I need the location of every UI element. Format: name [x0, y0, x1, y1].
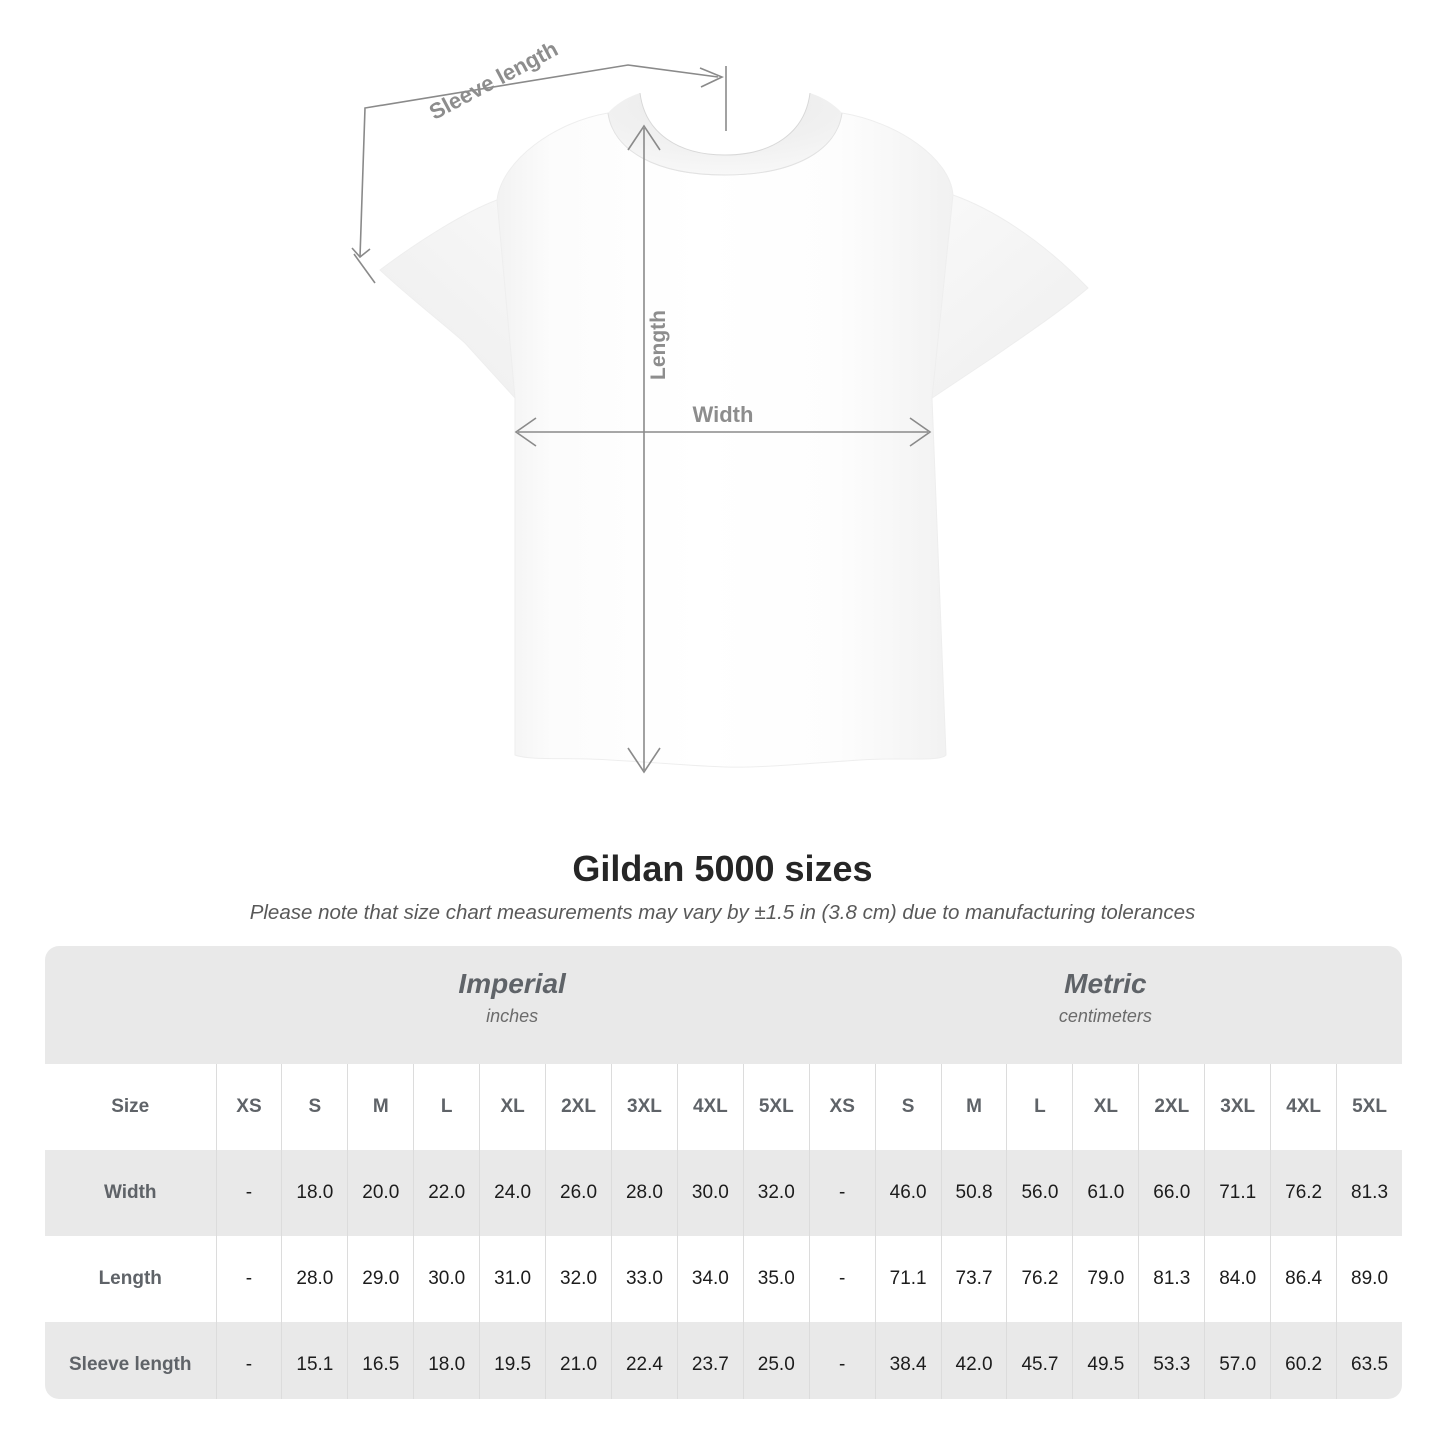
svg-text:Sleeve length: Sleeve length [425, 36, 562, 125]
svg-text:Width: Width [693, 402, 754, 427]
svg-text:Length: Length [647, 310, 670, 380]
